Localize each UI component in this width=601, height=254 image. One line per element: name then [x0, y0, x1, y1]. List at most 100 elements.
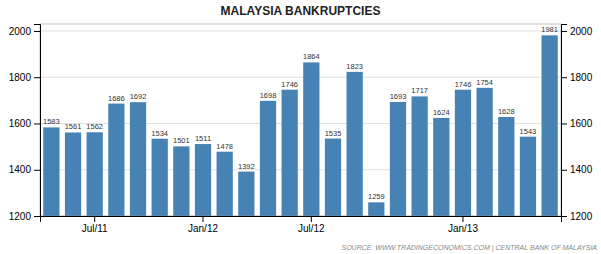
y-tick-mark: [34, 77, 40, 78]
bar: [498, 117, 514, 216]
y2-tick-mark: [561, 31, 567, 32]
x-tick-label: Jul/11: [82, 223, 108, 234]
data-label: 1823: [346, 62, 363, 71]
y-axis: 1200 1400 1600 1800 2000: [9, 25, 41, 222]
x-tick-label: Jan/12: [188, 223, 218, 234]
y2-tick-label: 1400: [570, 164, 593, 175]
y2-axis-line: [562, 25, 568, 217]
y-tick-mark: [34, 170, 40, 171]
y2-tick-mark: [561, 216, 567, 217]
bar: [303, 62, 319, 216]
data-label: 1864: [303, 52, 320, 61]
bar: [347, 72, 363, 216]
y-tick-mark: [34, 123, 40, 124]
data-label: 1754: [476, 78, 493, 87]
y-tick-mark: [34, 31, 40, 32]
grid-line: [40, 30, 561, 31]
y2-tick-label: 1600: [570, 118, 593, 129]
y-axis-line: [34, 25, 41, 217]
data-label: 1628: [498, 107, 515, 116]
y-tick-label: 1600: [9, 118, 32, 129]
data-label: 1698: [260, 91, 277, 100]
bar: [520, 137, 536, 216]
data-label: 1392: [238, 162, 255, 171]
x-tick-mark: [462, 216, 463, 222]
y2-tick: 1400: [561, 164, 593, 175]
x-tick-label: Jul/12: [298, 223, 325, 234]
plot-frame: [40, 24, 561, 216]
bar: [325, 139, 341, 216]
y2-tick-mark: [561, 123, 567, 124]
bar: [152, 139, 168, 216]
bar: [130, 102, 146, 216]
x-tick: Jan/12: [188, 216, 218, 234]
x-tick-mark: [203, 216, 204, 222]
y-tick: 1800: [9, 72, 40, 83]
bar: [217, 152, 233, 216]
y-tick: 2000: [9, 26, 40, 37]
y2-tick: 2000: [561, 26, 593, 37]
plot-area: [43, 35, 558, 216]
y2-tick-mark: [561, 77, 567, 78]
y-tick: 1400: [9, 164, 40, 175]
y-tick-label: 1400: [9, 164, 32, 175]
data-label: 1746: [281, 80, 298, 89]
data-label: 1561: [65, 122, 82, 131]
bar: [43, 127, 59, 216]
x-tick: Jan/13: [448, 216, 478, 234]
x-tick-mark: [311, 216, 312, 222]
y2-tick-label: 1800: [570, 72, 593, 83]
title: MALAYSIA BANKRUPTCIES: [221, 4, 381, 18]
chart: Jul/11 Jan/12 Jul/12 Jan/13 1200 1400 1600 1800…: [0, 0, 601, 254]
data-label: 1535: [325, 129, 342, 138]
bar: [173, 146, 189, 216]
y2-tick: 1800: [561, 72, 593, 83]
bar: [108, 104, 124, 216]
x-axis-line: [41, 217, 562, 223]
bar: [65, 132, 81, 216]
y2-tick: 1600: [561, 118, 593, 129]
data-label: 1562: [86, 122, 103, 131]
x-tick: Jul/11: [82, 216, 108, 234]
data-label: 1478: [216, 142, 233, 151]
y2-axis: 1200 1400 1600 1800 2000: [561, 25, 593, 222]
data-label: 1259: [368, 192, 385, 201]
bar: [390, 102, 406, 216]
source-note: SOURCE: WWW.TRADINGECONOMICS.COM | CENTR…: [341, 244, 597, 252]
data-label: 1693: [390, 92, 407, 101]
bar: [238, 172, 254, 216]
bar: [195, 144, 211, 216]
bar: [455, 90, 471, 216]
y-tick-label: 2000: [9, 26, 32, 37]
y-tick: 1600: [9, 118, 40, 129]
data-label: 1624: [433, 108, 450, 117]
data-label: 1692: [130, 92, 147, 101]
y-tick: 1200: [9, 211, 40, 222]
y2-tick-mark: [561, 170, 567, 171]
data-labels: 1583 1561 1562 1686 1692 1534 1501 1511 1478 1392…: [43, 25, 558, 201]
bar: [433, 118, 449, 216]
data-label: 1534: [151, 129, 168, 138]
bar: [412, 96, 428, 216]
y2-tick-label: 1200: [570, 211, 593, 222]
x-tick-label: Jan/13: [448, 223, 478, 234]
y-tick-label: 1800: [9, 72, 32, 83]
grid: [40, 31, 561, 216]
bar: [87, 132, 103, 216]
data-label: 1746: [455, 80, 472, 89]
y2-tick: 1200: [561, 211, 593, 222]
bar: [368, 202, 384, 216]
y-tick-mark: [34, 216, 40, 217]
bar: [260, 101, 276, 216]
data-label: 1543: [520, 127, 537, 136]
x-tick: Jul/12: [298, 216, 325, 234]
x-axis: Jul/11 Jan/12 Jul/12 Jan/13: [41, 216, 562, 234]
bar: [542, 35, 558, 216]
data-label: 1686: [108, 94, 125, 103]
data-label: 1511: [195, 134, 211, 143]
bar: [282, 90, 298, 216]
data-label: 1501: [173, 136, 190, 145]
data-label: 1583: [43, 117, 60, 126]
data-label: 1717: [411, 86, 428, 95]
y2-tick-label: 2000: [570, 26, 593, 37]
